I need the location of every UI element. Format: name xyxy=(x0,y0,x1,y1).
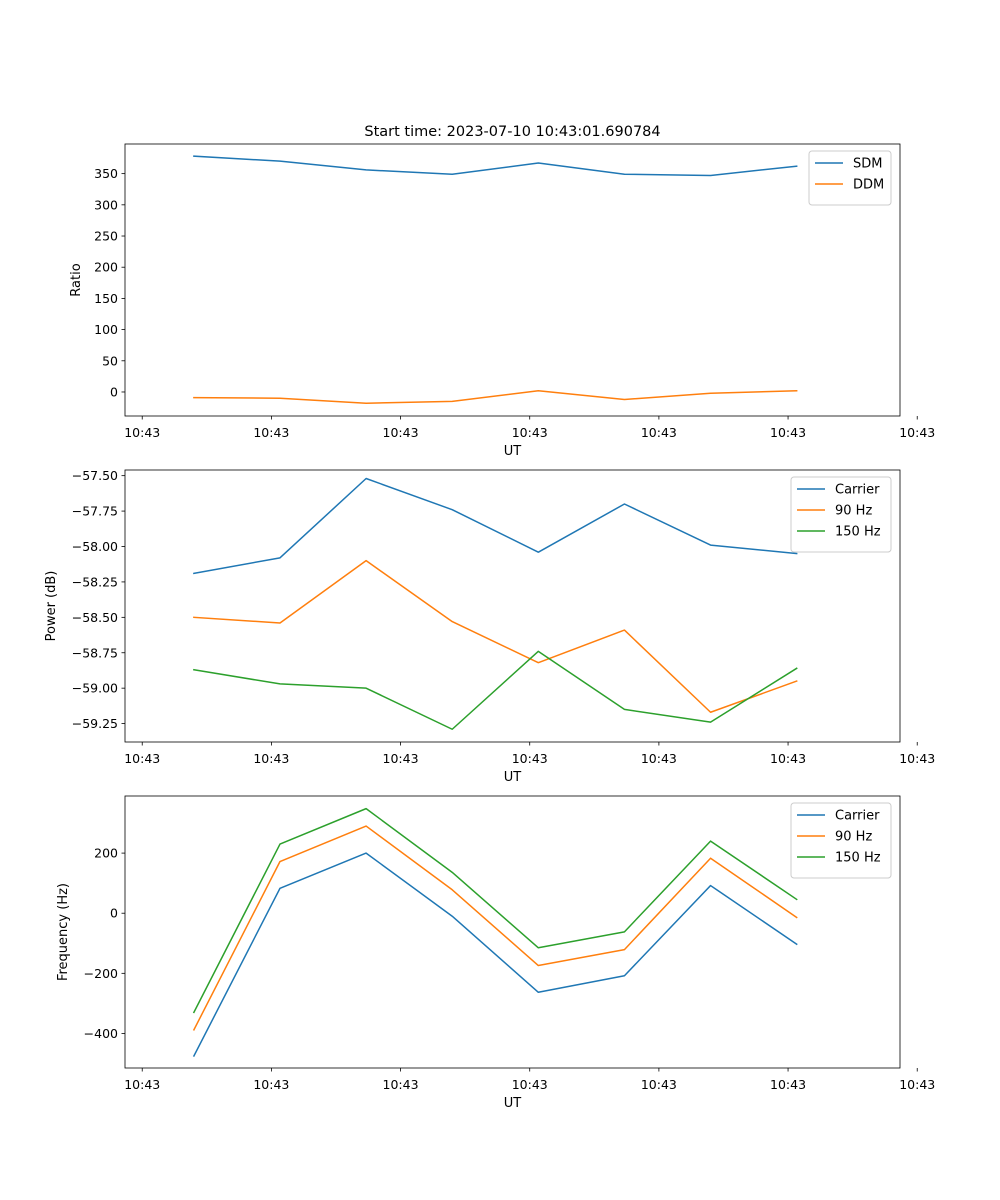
y-tick-label: −59.25 xyxy=(72,716,118,731)
y-tick-label: 350 xyxy=(94,166,118,181)
legend-box xyxy=(808,150,892,206)
series-line-ddm xyxy=(193,389,798,404)
y-tick-label: −58.00 xyxy=(72,539,118,554)
series-line-90-hz xyxy=(193,559,798,713)
y-tick-label: 150 xyxy=(94,291,118,306)
x-tick-label: 10:43 xyxy=(512,1077,548,1092)
y-tick-label: −58.25 xyxy=(72,574,118,589)
axes-frame xyxy=(124,795,901,1069)
legend-label: Carrier xyxy=(835,483,880,498)
y-tick-label: 0 xyxy=(110,384,118,399)
x-tick-label: 10:43 xyxy=(253,751,289,766)
y-axis-label: Frequency (Hz) xyxy=(56,883,71,981)
y-tick-label: −59.00 xyxy=(72,681,118,696)
y-tick-label: 200 xyxy=(94,846,118,861)
y-tick-label: 300 xyxy=(94,197,118,212)
y-tick-label: 50 xyxy=(102,353,118,368)
series-line-carrier xyxy=(193,477,798,575)
series-line-150-hz xyxy=(193,650,798,730)
legend-label: Carrier xyxy=(835,809,880,824)
y-tick-label: −400 xyxy=(84,1026,118,1041)
x-axis-label: UT xyxy=(504,1096,522,1111)
legend: Carrier 90 Hz 150 Hz xyxy=(790,802,892,879)
x-tick-label: 10:43 xyxy=(641,425,677,440)
x-tick-label: 10:43 xyxy=(383,751,419,766)
y-tick-label: −200 xyxy=(84,966,118,981)
x-tick-label: 10:43 xyxy=(253,1077,289,1092)
legend-label: 90 Hz xyxy=(835,830,872,845)
chart-3: −400 −200 0 200 10:43 10:43 10:43 10:43 10:43 10:… xyxy=(56,795,935,1111)
y-tick-label: 200 xyxy=(94,260,118,275)
legend-label: SDM xyxy=(853,157,882,172)
y-tick-label: 0 xyxy=(110,906,118,921)
x-tick-label: 10:43 xyxy=(770,1077,806,1092)
legend-label: DDM xyxy=(853,178,884,193)
chart-1: 0 50 100 150 200 250 300 350 10:43 10:43 10:43 10:4… xyxy=(69,143,935,459)
axes-frame xyxy=(124,143,901,417)
y-axis-label: Power (dB) xyxy=(44,571,59,642)
legend: SDM DDM xyxy=(808,150,892,206)
x-axis-label: UT xyxy=(504,770,522,785)
x-tick-label: 10:43 xyxy=(124,751,160,766)
legend-box xyxy=(790,802,892,879)
y-tick-label: 100 xyxy=(94,322,118,337)
x-tick-label: 10:43 xyxy=(770,751,806,766)
legend-label: 90 Hz xyxy=(835,504,872,519)
x-tick-label: 10:43 xyxy=(641,751,677,766)
legend-label: 150 Hz xyxy=(835,525,881,540)
x-tick-label: 10:43 xyxy=(899,751,935,766)
x-tick-label: 10:43 xyxy=(512,425,548,440)
legend-label: 150 Hz xyxy=(835,851,881,866)
y-tick-label: 250 xyxy=(94,229,118,244)
x-tick-label: 10:43 xyxy=(899,1077,935,1092)
x-tick-label: 10:43 xyxy=(124,425,160,440)
series-line-sdm xyxy=(193,155,798,177)
chart-2: −57.50 −57.75 −58.00 −58.25 −58.50 −58.75 −59.… xyxy=(44,468,935,785)
figure-title: Start time: 2023-07-10 10:43:01.690784 xyxy=(364,124,660,140)
series-line-carrier xyxy=(192,852,798,1057)
y-axis-label: Ratio xyxy=(69,263,84,296)
x-axis-label: UT xyxy=(504,444,522,459)
y-tick-label: −57.75 xyxy=(72,504,118,519)
x-tick-label: 10:43 xyxy=(899,425,935,440)
x-tick-label: 10:43 xyxy=(383,1077,419,1092)
x-tick-label: 10:43 xyxy=(124,1077,160,1092)
x-tick-label: 10:43 xyxy=(512,751,548,766)
x-tick-label: 10:43 xyxy=(770,425,806,440)
series-line-150-hz xyxy=(192,807,798,1014)
axes-frame xyxy=(124,469,901,743)
y-tick-label: −58.50 xyxy=(72,610,118,625)
x-tick-label: 10:43 xyxy=(253,425,289,440)
legend: Carrier 90 Hz 150 Hz xyxy=(790,476,892,553)
y-tick-label: −57.50 xyxy=(72,468,118,483)
x-tick-label: 10:43 xyxy=(383,425,419,440)
x-tick-label: 10:43 xyxy=(641,1077,677,1092)
series-line-90-hz xyxy=(192,825,798,1031)
y-tick-label: −58.75 xyxy=(72,645,118,660)
legend-box xyxy=(790,476,892,553)
